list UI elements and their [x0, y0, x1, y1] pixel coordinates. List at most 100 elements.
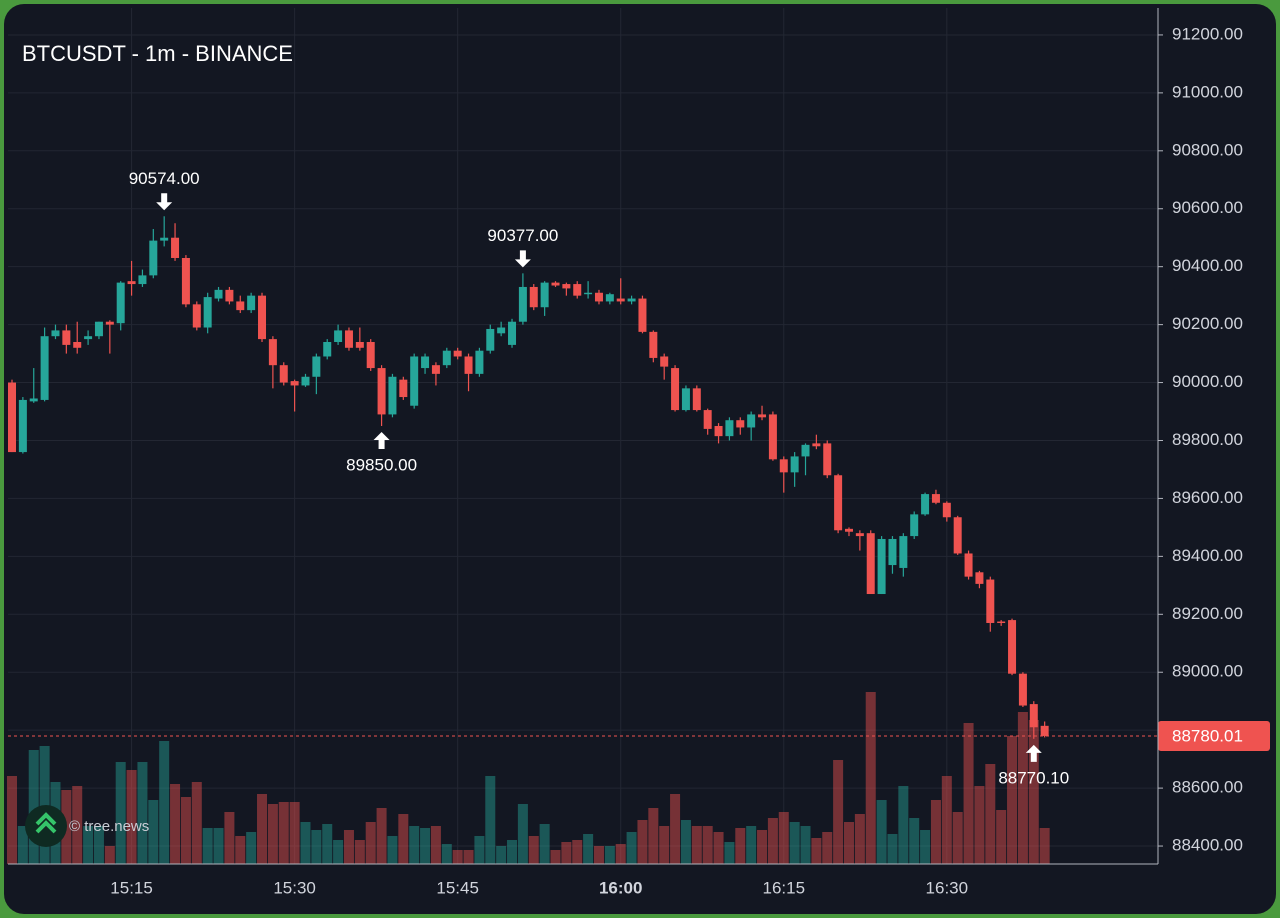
- candle-body: [94, 321, 103, 337]
- candle-body: [442, 350, 451, 366]
- y-tick-label: 89400.00: [1172, 546, 1243, 565]
- candle-body: [268, 339, 277, 366]
- candle-body: [747, 414, 756, 428]
- volume-bar: [398, 814, 409, 864]
- volume-bar: [278, 802, 289, 864]
- volume-bar: [1028, 720, 1039, 864]
- candle-body: [497, 327, 506, 334]
- y-tick-label: 89800.00: [1172, 430, 1243, 449]
- candle-body: [116, 282, 125, 324]
- volume-bar: [963, 723, 974, 864]
- candle-body: [8, 382, 16, 453]
- candle-body: [779, 459, 788, 473]
- volume-bar: [822, 832, 833, 864]
- candle-body: [453, 350, 462, 357]
- volume-bar: [920, 830, 931, 864]
- volume-bar: [333, 840, 344, 864]
- volume-bar: [93, 826, 104, 864]
- volume-bar: [778, 812, 789, 864]
- volume-bar: [724, 842, 735, 864]
- candle-body: [573, 284, 582, 296]
- candle-body: [421, 356, 430, 369]
- volume-bar: [474, 836, 485, 864]
- chart-background: [4, 4, 1276, 914]
- candle-body: [790, 456, 799, 473]
- volume-bar: [713, 832, 724, 864]
- candle-body: [1008, 620, 1017, 674]
- candle-body: [214, 289, 223, 299]
- watermark-logo: [25, 805, 67, 847]
- volume-bar: [17, 826, 28, 864]
- volume-bar: [691, 826, 702, 864]
- volume-bar: [974, 786, 985, 864]
- volume-bar: [670, 794, 681, 864]
- y-tick-label: 90600.00: [1172, 198, 1243, 217]
- volume-bar: [735, 828, 746, 864]
- x-tick-label: 16:30: [926, 878, 969, 897]
- volume-bar: [409, 826, 420, 864]
- volume-bar: [213, 828, 224, 864]
- candle-body: [758, 414, 767, 418]
- y-tick-label: 91200.00: [1172, 24, 1243, 43]
- candle-body: [29, 398, 38, 402]
- candle-body: [888, 538, 897, 566]
- volume-bar: [496, 846, 507, 864]
- volume-bar: [1039, 828, 1050, 864]
- candle-body: [649, 331, 658, 358]
- y-tick-label: 91000.00: [1172, 82, 1243, 101]
- volume-bar: [322, 824, 333, 864]
- x-tick-label: 15:45: [436, 878, 479, 897]
- volume-bar: [1017, 712, 1028, 864]
- candle-body: [942, 502, 951, 518]
- candle-body: [562, 284, 571, 289]
- candle-body: [1029, 704, 1038, 728]
- volume-bar: [224, 812, 235, 864]
- candle-body: [62, 330, 71, 345]
- candle-body: [931, 494, 940, 503]
- candle-body: [736, 420, 745, 428]
- volume-bar: [365, 822, 376, 864]
- candle-body: [692, 388, 701, 411]
- volume-bar: [659, 826, 670, 864]
- volume-bar: [463, 850, 474, 864]
- volume-bar: [115, 762, 126, 864]
- candle-body: [812, 443, 821, 447]
- volume-bar: [626, 832, 637, 864]
- volume-bar: [593, 846, 604, 864]
- volume-bar: [235, 836, 246, 864]
- candle-body: [236, 301, 245, 311]
- volume-bar: [430, 826, 441, 864]
- candle-body: [388, 376, 397, 415]
- y-tick-label: 90400.00: [1172, 256, 1243, 275]
- volume-bar: [909, 818, 920, 864]
- y-tick-label: 89600.00: [1172, 488, 1243, 507]
- volume-bar: [343, 830, 354, 864]
- volume-bar: [550, 850, 561, 864]
- candle-body: [921, 494, 930, 515]
- x-tick-label: 16:15: [762, 878, 805, 897]
- candle-body: [910, 514, 919, 537]
- volume-bar: [648, 808, 659, 864]
- candle-body: [953, 517, 962, 554]
- candle-body: [105, 321, 114, 325]
- candle-body: [703, 410, 712, 429]
- volume-bar: [148, 800, 159, 864]
- candle-body: [149, 240, 158, 276]
- volume-bar: [387, 836, 398, 864]
- candle-body: [844, 528, 853, 532]
- candle-body: [127, 281, 136, 285]
- candle-body: [671, 368, 680, 411]
- y-tick-label: 89200.00: [1172, 604, 1243, 623]
- candle-body: [768, 414, 777, 460]
- candle-body: [18, 399, 27, 453]
- volume-bar: [843, 822, 854, 864]
- volume-bar: [539, 824, 550, 864]
- volume-bar: [811, 838, 822, 864]
- candle-body: [1018, 673, 1027, 706]
- x-tick-label: 15:30: [273, 878, 316, 897]
- candle-body: [725, 420, 734, 437]
- volume-bar: [267, 804, 278, 864]
- candle-body: [540, 282, 549, 308]
- volume-bar: [952, 812, 963, 864]
